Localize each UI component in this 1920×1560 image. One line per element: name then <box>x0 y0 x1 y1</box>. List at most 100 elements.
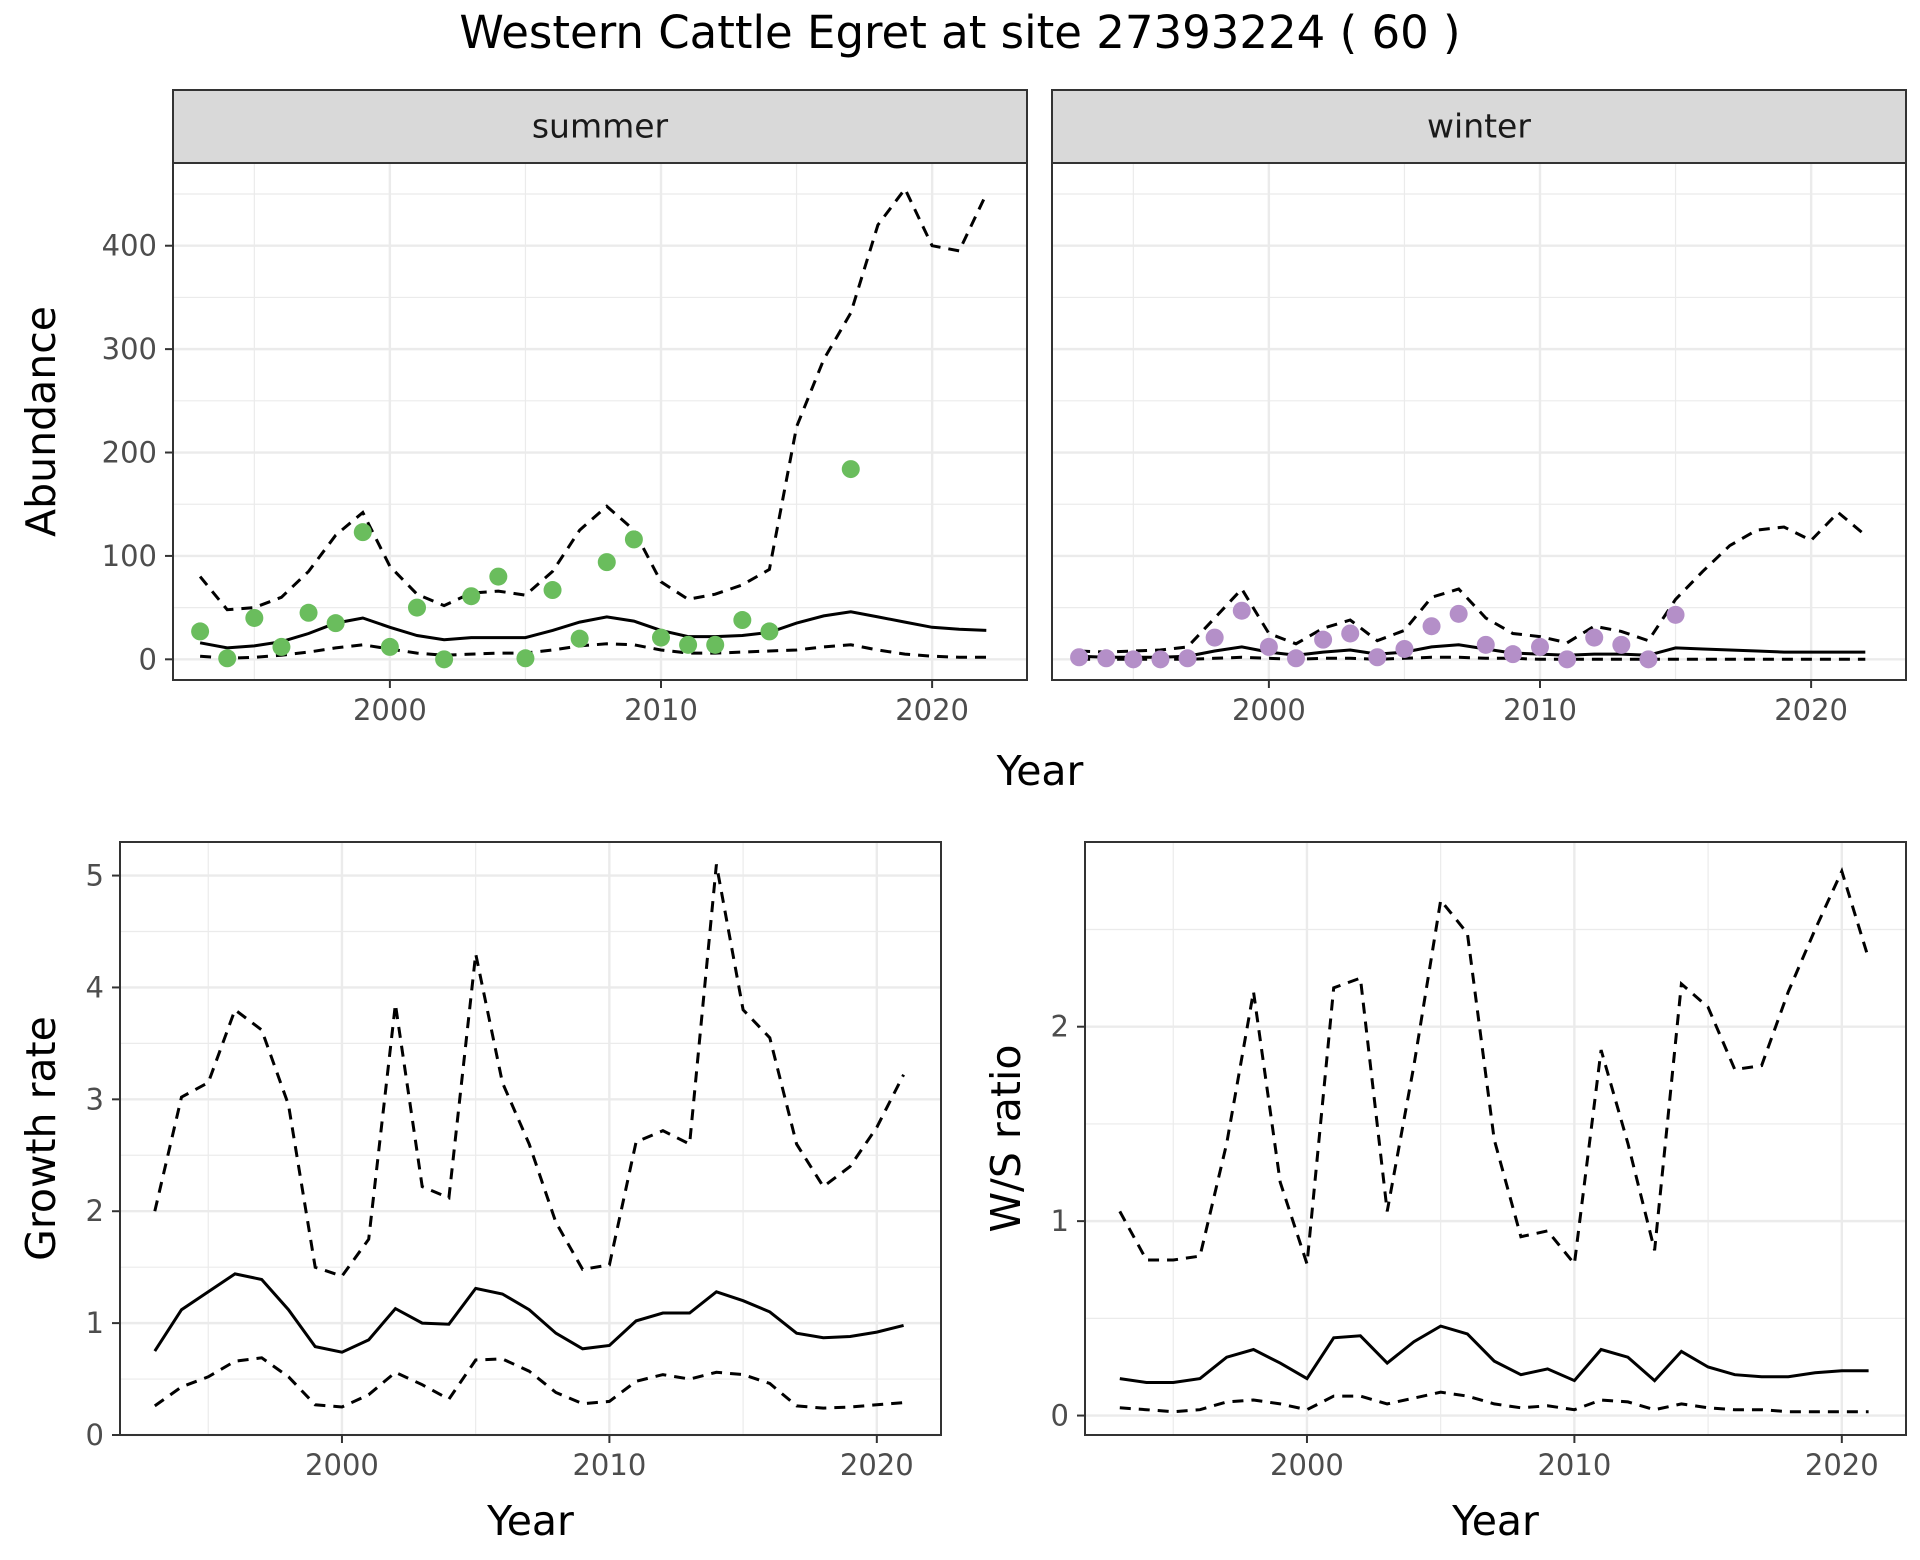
summer-observed-point <box>706 635 725 654</box>
winter-observed-point <box>1070 648 1089 667</box>
winter-strip <box>1051 89 1907 164</box>
winter-observed-point <box>1476 635 1495 654</box>
growth-x-tick-label: 2000 <box>305 1448 379 1482</box>
summer-observed-point <box>380 637 399 656</box>
summer-estimate-line <box>199 610 987 650</box>
growth-panel-border <box>119 841 942 1436</box>
summer-panel: summer 2000 2010 2020 0 100 200 300 400 Abundance <box>17 89 1028 727</box>
summer-observed-point <box>272 637 291 656</box>
summer-x-tick-label: 2000 <box>353 693 427 727</box>
ratio-y-tick-label: 2 <box>1051 1010 1069 1044</box>
summer-observed-point <box>652 628 670 647</box>
growth-panel: 2000 2010 2020 0 1 2 3 4 5 Year Growth rate <box>17 841 942 1545</box>
summer-lower-bound-line <box>199 642 987 660</box>
growth-y-tick-label: 0 <box>86 1418 104 1452</box>
growth-upper-bound-line <box>153 864 905 1278</box>
summer-y-tick-label: 200 <box>102 436 157 470</box>
winter-panel-border <box>1051 162 1907 681</box>
summer-observed-point <box>841 460 860 479</box>
summer-observed-point <box>218 649 237 668</box>
ratio-lower-bound-line <box>1119 1390 1869 1414</box>
growth-y-tick-label: 4 <box>86 970 104 1004</box>
summer-observed-point <box>245 608 264 627</box>
summer-y-tick-label: 400 <box>102 229 157 263</box>
summer-observed-point <box>516 649 535 668</box>
winter-observed-point <box>1558 650 1577 669</box>
growth-y-tick-label: 2 <box>86 1194 104 1228</box>
summer-observed-point <box>353 523 372 542</box>
growth-y-tick-label: 3 <box>86 1082 104 1116</box>
summer-x-tick-label: 2020 <box>895 693 969 727</box>
summer-observed-point <box>679 635 698 654</box>
summer-observed-point <box>543 581 562 600</box>
winter-observed-point <box>1097 649 1116 668</box>
winter-observed-point <box>1151 650 1170 669</box>
growth-x-tick-label: 2010 <box>572 1448 646 1482</box>
winter-observed-point <box>1287 649 1305 668</box>
ratio-y-tick-label: 1 <box>1051 1204 1069 1238</box>
winter-x-tick-label: 2010 <box>1503 693 1577 727</box>
summer-observed-point <box>435 650 454 669</box>
growth-estimate-line <box>153 1272 904 1354</box>
winter-observed-point <box>1232 601 1251 620</box>
summer-panel-border <box>172 162 1028 681</box>
summer-observed-point <box>408 598 426 617</box>
summer-observed-point <box>733 611 752 630</box>
growth-y-axis-title: Growth rate <box>17 1016 65 1261</box>
summer-y-tick-label: 0 <box>139 642 157 676</box>
ratio-x-axis-title: Year <box>1451 1497 1539 1545</box>
summer-strip <box>172 89 1028 164</box>
summer-observed-point <box>624 530 643 549</box>
summer-strip-label: summer <box>532 107 669 146</box>
summer-y-tick-label: 300 <box>102 332 157 366</box>
growth-y-tick-label: 5 <box>86 859 104 893</box>
winter-strip-label: winter <box>1427 107 1531 146</box>
summer-y-axis-title: Abundance <box>17 306 65 537</box>
winter-upper-bound-line <box>1079 510 1867 654</box>
summer-observed-point <box>760 622 779 641</box>
winter-observed-point <box>1341 624 1360 643</box>
summer-observed-point <box>570 629 589 648</box>
winter-observed-point <box>1585 628 1604 647</box>
figure-title: Western Cattle Egret at site 27393224 ( … <box>459 6 1460 59</box>
ratio-x-tick-label: 2000 <box>1270 1448 1344 1482</box>
winter-observed-point <box>1314 630 1333 649</box>
winter-observed-point <box>1124 650 1143 669</box>
winter-observed-point <box>1422 617 1441 636</box>
winter-observed-point <box>1368 648 1387 667</box>
top-x-axis-title: Year <box>996 747 1084 795</box>
winter-observed-point <box>1205 628 1224 647</box>
ratio-y-axis-title: W/S ratio <box>982 1045 1030 1233</box>
winter-estimate-line <box>1079 643 1866 659</box>
summer-x-tick-label: 2010 <box>624 693 698 727</box>
summer-observed-point <box>597 553 616 572</box>
winter-lower-bound-line <box>1079 655 1866 661</box>
winter-observed-point <box>1449 604 1468 623</box>
growth-lower-bound-line <box>153 1356 904 1410</box>
growth-x-axis-title: Year <box>486 1497 574 1545</box>
ratio-x-tick-label: 2010 <box>1537 1448 1611 1482</box>
winter-observed-point <box>1395 639 1414 658</box>
winter-observed-point <box>1178 649 1197 668</box>
ratio-panel: 2000 2010 2020 0 1 2 Year W/S ratio <box>982 841 1907 1545</box>
growth-y-tick-label: 1 <box>86 1306 104 1340</box>
winter-panel: winter 2000 2010 2020 <box>1051 89 1907 727</box>
growth-x-tick-label: 2020 <box>840 1448 914 1482</box>
summer-observed-point <box>326 614 345 633</box>
winter-observed-point <box>1612 635 1631 654</box>
summer-observed-point <box>299 603 318 622</box>
ratio-panel-border <box>1084 841 1907 1436</box>
winter-observed-point <box>1639 650 1658 669</box>
winter-x-tick-label: 2000 <box>1232 693 1306 727</box>
winter-observed-point <box>1531 637 1549 656</box>
summer-observed-point <box>462 587 481 606</box>
winter-observed-point <box>1259 637 1278 656</box>
ratio-estimate-line <box>1119 1324 1869 1384</box>
winter-observed-point <box>1503 645 1522 664</box>
summer-upper-bound-line <box>198 186 988 612</box>
summer-y-tick-label: 100 <box>102 539 157 573</box>
ratio-upper-bound-line <box>1118 866 1871 1268</box>
winter-x-tick-label: 2020 <box>1774 693 1848 727</box>
